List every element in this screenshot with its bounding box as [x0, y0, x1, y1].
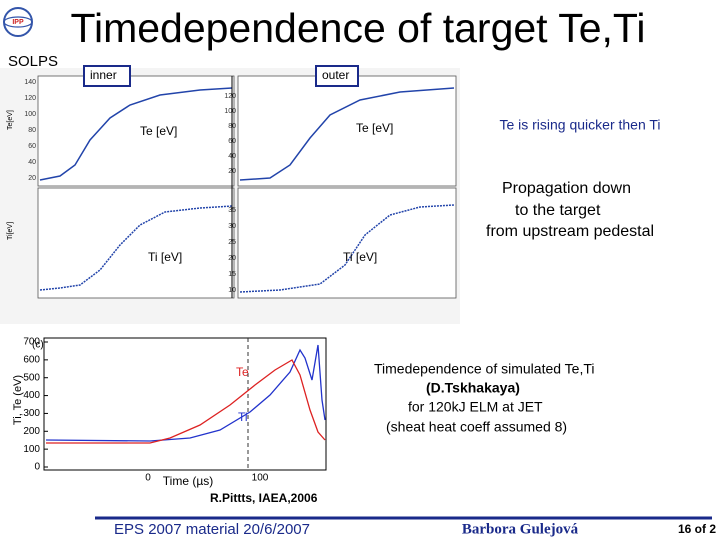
te-label: Te [eV] — [140, 124, 177, 138]
panel — [37, 75, 235, 187]
caption: for 120kJ ELM at JET — [408, 399, 543, 415]
y-label: Ti[eV] — [7, 222, 14, 240]
ti-label: Ti [eV] — [148, 250, 182, 264]
inner-label: inner — [90, 68, 117, 82]
ti-curve — [45, 344, 326, 442]
tick-label: 120 — [224, 93, 236, 100]
title: Timedependence of target Te,Ti — [70, 5, 645, 51]
tick-label: 80 — [28, 127, 36, 134]
tick-label: 35 — [228, 207, 236, 214]
x-tick-label: 0 — [145, 473, 151, 484]
y-tick-label: 400 — [23, 390, 40, 401]
y-tick-label: 0 — [34, 462, 40, 473]
tick-label: 100 — [224, 108, 236, 115]
y-label: Ti, Te (eV) — [12, 375, 24, 425]
footer-event: EPS 2007 material 20/6/2007 — [114, 521, 310, 538]
caption: Timedependence of simulated Te,Ti — [374, 361, 595, 377]
panel — [37, 187, 235, 299]
sim-plot: (c) Ti, Te (eV) Time (µs) Te Ti 700 600 50… — [12, 330, 330, 490]
note: to the target — [515, 202, 601, 219]
tick-label: 10 — [228, 287, 236, 294]
tick-label: 40 — [228, 153, 236, 160]
tick-label: 60 — [28, 143, 36, 150]
caption: (sheat heat coeff assumed 8) — [386, 419, 567, 435]
credit: R.Pittts, IAEA,2006 — [210, 491, 318, 505]
te-label: Te — [236, 365, 249, 379]
curve — [39, 205, 233, 291]
te-curve — [46, 359, 326, 444]
tick-label: 20 — [228, 168, 236, 175]
ti-label: Ti — [238, 410, 248, 424]
y-tick-label: 300 — [23, 408, 40, 419]
x-tick-label: 100 — [252, 473, 269, 484]
tick-labels: 140 120 100 80 60 40 20 120 100 80 60 40 20 35 30 25 20 1… — [24, 79, 236, 294]
tick-labels: 700 600 500 400 300 200 100 0 0 100 — [23, 337, 268, 484]
y-tick-label: 600 — [23, 354, 40, 365]
label-box — [83, 65, 131, 87]
panel-label: (c) — [32, 340, 44, 351]
tick-label: 15 — [228, 271, 236, 278]
ti-label: Ti [eV] — [343, 250, 377, 264]
top-figure: inner outer Te [eV] Te [eV] Ti [eV] Ti [… — [0, 65, 460, 324]
logo-text: IPP — [12, 19, 24, 26]
y-tick-label: 200 — [23, 426, 40, 437]
y-tick-label: 700 — [23, 337, 40, 348]
label-box — [315, 65, 359, 87]
note: Te is rising quicker then Ti — [499, 117, 660, 133]
tag: SOLPS — [8, 53, 58, 70]
page-number: 16 of 2 — [678, 522, 716, 536]
y-tick-label: 100 — [23, 444, 40, 455]
tick-label: 30 — [228, 223, 236, 230]
x-label: Time (µs) — [163, 474, 213, 488]
tick-label: 20 — [228, 255, 236, 262]
tick-label: 25 — [228, 239, 236, 246]
panel — [237, 75, 457, 187]
tick-label: 40 — [28, 159, 36, 166]
tick-label: 80 — [228, 123, 236, 130]
y-tick-label: 500 — [23, 372, 40, 383]
footer-author: Barbora Gulejová — [462, 521, 579, 537]
curve — [239, 204, 455, 293]
tick-label: 60 — [228, 138, 236, 145]
note: Propagation down — [502, 180, 631, 197]
plot-frame — [43, 337, 327, 471]
tick-label: 20 — [28, 175, 36, 182]
tick-label: 120 — [24, 95, 36, 102]
curve — [239, 87, 455, 181]
logo-orbit — [3, 16, 33, 28]
tick-label: 100 — [24, 111, 36, 118]
te-label: Te [eV] — [356, 121, 393, 135]
curve — [39, 87, 233, 181]
outer-label: outer — [322, 68, 349, 82]
caption: (D.Tskhakaya) — [426, 380, 520, 396]
note: from upstream pedestal — [486, 223, 654, 240]
y-label: Te[eV] — [7, 110, 14, 130]
panel — [237, 187, 457, 299]
tick-label: 140 — [24, 79, 36, 86]
